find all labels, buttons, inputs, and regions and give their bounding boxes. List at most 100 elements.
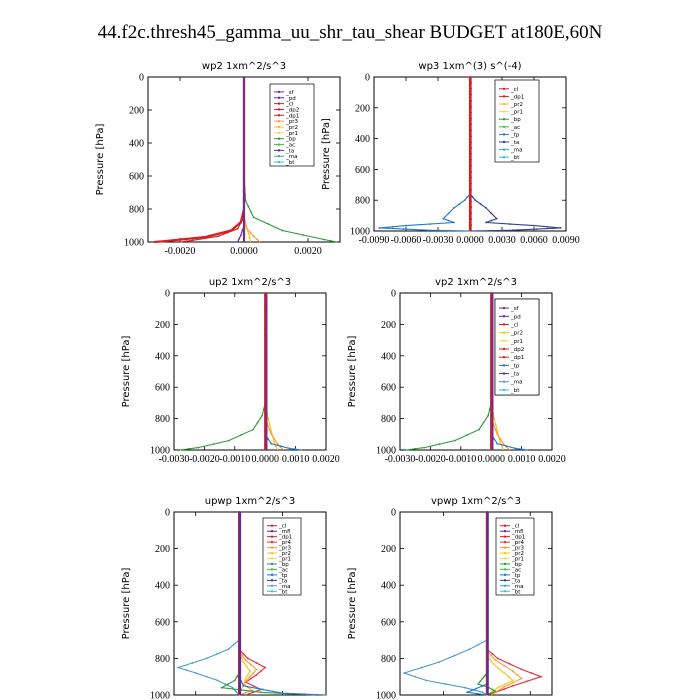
series-marker-pr2: [244, 677, 247, 680]
series-marker-tp: [262, 688, 264, 691]
x-tick-label: 0.0030: [488, 235, 516, 246]
series-marker-pr4: [264, 666, 267, 669]
legend-marker-ta: [502, 372, 506, 375]
legend-label-cl: _cl: [285, 102, 294, 108]
legend-label-tp: _tp: [510, 363, 520, 369]
series-marker-sf: [491, 292, 494, 294]
legend-label-bp: _bp: [511, 562, 522, 568]
series-marker-pr3: [276, 442, 279, 445]
series-marker-pr3: [512, 681, 514, 684]
series-marker-bp: [466, 434, 468, 436]
series-marker-mfl: [239, 646, 241, 649]
chart-panel-6: vpwp 1xm^2/s^3 Pressure [hPa] 0 200 400 600 80…: [347, 496, 553, 700]
series-marker-sf: [243, 170, 245, 173]
series-marker-mfl: [239, 599, 241, 602]
series-marker-sf: [265, 352, 268, 355]
series-marker-sf: [265, 292, 268, 294]
series-marker-pr4: [496, 657, 499, 660]
series-marker-sf: [491, 382, 494, 385]
x-tick-label: -0.0010: [445, 454, 476, 465]
series-marker-bp: [236, 675, 238, 678]
legend-marker-pr2: [277, 125, 281, 129]
legend-label-pd: _pd: [285, 96, 296, 102]
series-marker-tp: [475, 687, 477, 690]
series-marker-dp1: [470, 206, 472, 209]
y-tick-label: 600: [381, 617, 396, 628]
series-marker-ma: [477, 643, 480, 646]
series-marker-pr3: [255, 238, 258, 241]
legend-label-pr1: _pr1: [278, 557, 291, 563]
legend-label-cl: _cl: [510, 87, 519, 93]
legend-label-pr1: _pr1: [285, 131, 298, 137]
legend-label-ma: _ma: [278, 584, 290, 590]
series-marker-dp1: [470, 129, 472, 132]
series-marker-pr3: [250, 663, 253, 666]
chart-title: vpwp 1xm^2/s^3: [431, 496, 521, 507]
series-marker-sf: [243, 182, 245, 185]
series-marker-tp: [281, 692, 284, 695]
series-marker-mfl: [239, 593, 241, 596]
legend-label-dp1: _dp1: [285, 113, 299, 119]
series-marker-dp1: [470, 147, 472, 150]
series-marker-mfl: [239, 511, 241, 513]
legend-marker-ma: [502, 148, 506, 151]
series-marker-sf: [265, 388, 268, 391]
series-marker-pr3: [249, 675, 251, 678]
series-marker-pr3: [255, 668, 258, 671]
legend-marker-cl: [502, 87, 506, 91]
series-marker-mfl: [239, 617, 241, 620]
series-marker-tp: [476, 692, 478, 695]
series-marker-mfl: [486, 623, 489, 626]
series-marker-dp1: [236, 227, 239, 230]
series-marker-cl: [235, 225, 237, 228]
series-marker-cl: [217, 232, 220, 235]
series-marker-dp1: [470, 176, 472, 179]
series-marker-ta: [490, 212, 493, 215]
series-marker-pr2: [504, 683, 507, 685]
series-marker-sf: [243, 217, 245, 220]
series-marker-tp: [270, 442, 273, 445]
series-marker-sf: [243, 199, 245, 202]
series-marker-pr2: [499, 441, 502, 443]
series-marker-mfl: [239, 629, 241, 631]
series-marker-bp: [453, 439, 456, 442]
x-tick-label: 0.0020: [294, 246, 322, 257]
y-tick-label: 600: [155, 383, 170, 394]
series-marker-sf: [491, 346, 494, 349]
legend-marker-bp: [503, 562, 507, 566]
legend-label-pr3: _pr3: [511, 546, 525, 552]
legend-marker-mfl: [503, 529, 507, 533]
series-marker-tp: [391, 225, 394, 228]
legend-label-pr4: _pr4: [511, 540, 525, 546]
series-marker-bp: [240, 434, 242, 436]
series-marker-mfl: [486, 576, 489, 578]
series-marker-dp1: [470, 159, 472, 161]
legend-marker-pr4: [503, 540, 507, 544]
x-tick-label: -0.0020: [189, 454, 220, 465]
series-marker-pr4: [242, 652, 245, 655]
series-marker-sf: [243, 223, 245, 226]
series-marker-mfl: [486, 688, 489, 690]
series-marker-ma: [235, 690, 237, 693]
y-tick-label: 1000: [150, 691, 170, 700]
chart-panel-1: wp2 1xm^2/s^3 Pressure [hPa] 0 200 400 600 800…: [95, 61, 341, 257]
series-marker-dp1: [470, 141, 472, 144]
y-tick-label: 200: [381, 544, 396, 555]
series-marker-ta: [479, 203, 482, 206]
series-marker-sf: [491, 334, 494, 337]
series-marker-tp: [458, 203, 461, 206]
series-marker-pr4: [540, 675, 542, 678]
series-marker-tp: [303, 693, 306, 695]
series-marker-sf: [243, 235, 245, 238]
legend-marker-pr3: [277, 119, 281, 123]
series-marker-mfl: [486, 570, 489, 572]
series-line-ma: [176, 512, 240, 696]
x-tick-label: -0.0090: [359, 235, 390, 246]
y-axis-label: Pressure [hPa]: [121, 336, 132, 408]
series-line-ma: [402, 512, 488, 696]
legend-marker-pr1: [502, 339, 506, 343]
series-marker-sf: [243, 229, 245, 232]
series-marker-sf: [265, 418, 268, 421]
legend-marker-ac: [502, 125, 506, 128]
y-tick-label: 800: [381, 654, 396, 665]
